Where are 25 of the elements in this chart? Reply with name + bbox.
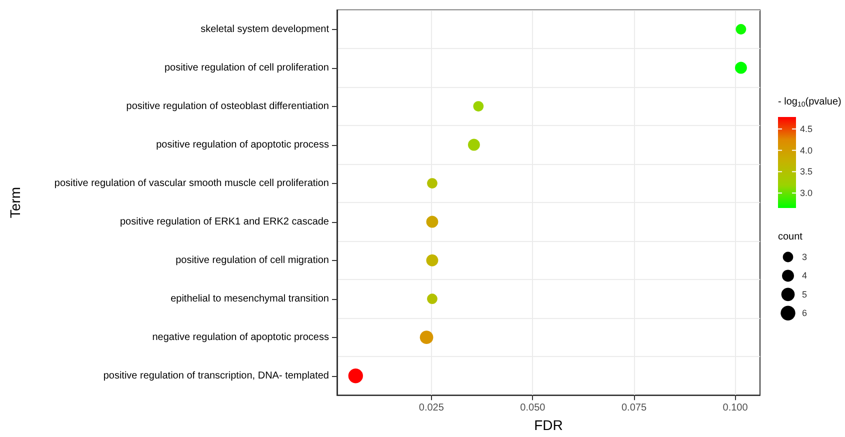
x-tick-label: 0.100 [722, 402, 748, 414]
y-tick-label: skeletal system development [200, 24, 330, 35]
y-tick-label: epithelial to mesenchymal transition [170, 293, 329, 304]
color-bar-label: 3.0 [800, 188, 813, 198]
legend-title: count [778, 232, 803, 242]
y-tick-label: positive regulation of apoptotic process [156, 139, 329, 150]
y-tick-label: positive regulation of transcription, DNA- templated [103, 370, 329, 382]
y-tick-label: positive regulation of vascular smooth muscle cell proliferation [54, 178, 329, 189]
legend-label: 4 [802, 270, 808, 281]
color-bar-label: 4.5 [800, 124, 813, 134]
y-tick-label: positive regulation of osteoblast differentiation [126, 100, 329, 112]
y-tick-label: positive regulation of cell migration [176, 254, 329, 266]
legend-label: 3 [802, 252, 808, 262]
legend-label: 5 [802, 289, 808, 300]
color-bar-label: 3.5 [800, 166, 813, 177]
x-tick-label: 0.050 [520, 402, 546, 414]
x-tick-label: 0.025 [418, 402, 444, 414]
y-tick-label: negative regulation of apoptotic process [152, 332, 329, 343]
y-axis-title: Term [7, 186, 23, 218]
x-axis-title: FDR [534, 417, 563, 433]
legend-label: 6 [802, 308, 808, 318]
y-tick-label: positive regulation of ERK1 and ERK2 cascade [120, 216, 330, 228]
x-tick-label: 0.075 [621, 402, 647, 414]
y-tick-label: positive regulation of cell proliferation [164, 62, 329, 74]
color-bar-label: 4.0 [800, 145, 813, 156]
